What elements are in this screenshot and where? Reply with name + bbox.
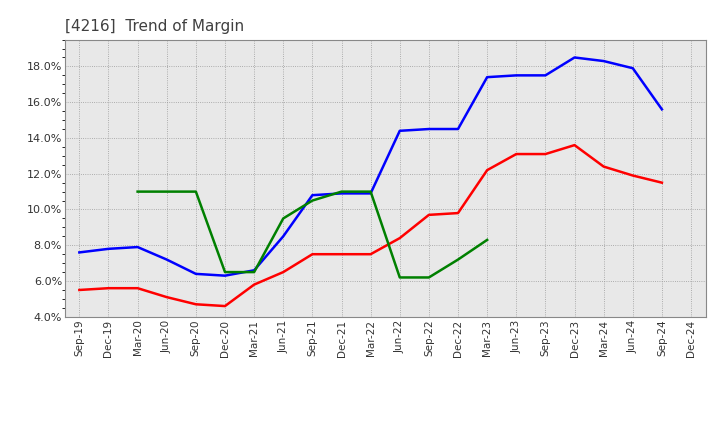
Ordinary Income (629, 66, 637, 71)
Ordinary Income (250, 268, 258, 273)
Net Income (192, 302, 200, 307)
Ordinary Income (133, 244, 142, 249)
Net Income (570, 143, 579, 148)
Net Income (366, 252, 375, 257)
Net Income (629, 173, 637, 178)
Net Income (512, 151, 521, 157)
Net Income (541, 151, 550, 157)
Net Income (483, 168, 492, 173)
Ordinary Income (512, 73, 521, 78)
Net Income (250, 282, 258, 287)
Net Income (425, 212, 433, 217)
Line: Ordinary Income: Ordinary Income (79, 58, 662, 276)
Ordinary Income (425, 126, 433, 132)
Net Income (308, 252, 317, 257)
Ordinary Income (308, 193, 317, 198)
Net Income (454, 210, 462, 216)
Net Income (75, 287, 84, 293)
Ordinary Income (366, 191, 375, 196)
Text: [4216]  Trend of Margin: [4216] Trend of Margin (65, 19, 244, 34)
Ordinary Income (220, 273, 229, 279)
Ordinary Income (395, 128, 404, 133)
Net Income (279, 269, 287, 275)
Net Income (337, 252, 346, 257)
Ordinary Income (454, 126, 462, 132)
Net Income (104, 286, 113, 291)
Ordinary Income (570, 55, 579, 60)
Ordinary Income (75, 250, 84, 255)
Ordinary Income (192, 271, 200, 276)
Line: Net Income: Net Income (79, 145, 662, 306)
Net Income (395, 235, 404, 241)
Ordinary Income (337, 191, 346, 196)
Ordinary Income (279, 234, 287, 239)
Net Income (599, 164, 608, 169)
Net Income (657, 180, 666, 185)
Net Income (163, 294, 171, 300)
Ordinary Income (541, 73, 550, 78)
Ordinary Income (104, 246, 113, 252)
Ordinary Income (657, 107, 666, 112)
Net Income (133, 286, 142, 291)
Ordinary Income (163, 257, 171, 262)
Ordinary Income (599, 59, 608, 64)
Ordinary Income (483, 74, 492, 80)
Net Income (220, 304, 229, 309)
